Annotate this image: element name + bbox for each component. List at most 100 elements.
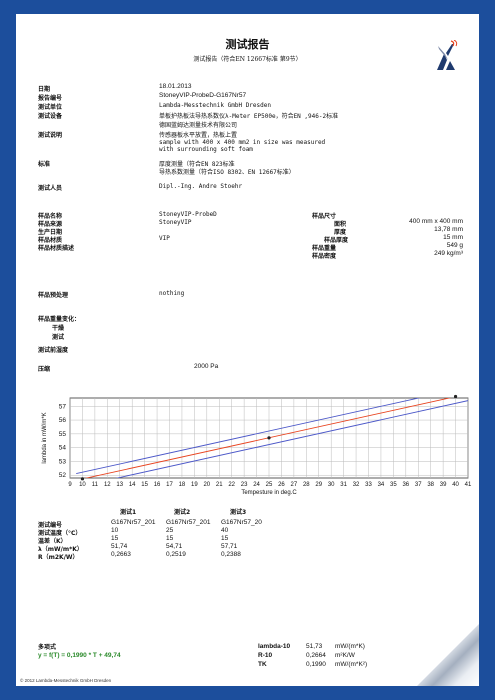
x-tick-label: 27 bbox=[291, 482, 298, 488]
table-header-1: 测试1 bbox=[120, 509, 137, 516]
formula-label: 多项式 bbox=[38, 644, 57, 651]
test-label: 测试 bbox=[52, 334, 65, 341]
r10-unit: m²K/W bbox=[335, 652, 355, 659]
lambda-logo bbox=[437, 40, 458, 70]
x-tick-label: 31 bbox=[340, 482, 347, 488]
tester-value: Dipl.-Ing. Andre Stoehr bbox=[159, 183, 243, 190]
table-cell: G167Nr57_201 bbox=[111, 519, 156, 526]
sample-size-label: 样品尺寸 bbox=[312, 213, 337, 220]
x-tick-label: 15 bbox=[141, 482, 148, 488]
footer-copyright: © 2012 Lambda-Messtechnik GmbH Dresden bbox=[20, 678, 112, 683]
page-subtitle: 测试报告（符合EN 12667标准 第9节） bbox=[193, 56, 302, 63]
test-note-value-2: sample with 400 x 400 mm2 in size was me… bbox=[159, 139, 326, 146]
report-page: 测试报告 测试报告（符合EN 12667标准 第9节） 日期 18.01.201… bbox=[16, 14, 479, 686]
table-header-3: 测试3 bbox=[230, 509, 247, 516]
tk-unit: mW/(m*K²) bbox=[335, 661, 368, 668]
x-tick-label: 21 bbox=[216, 482, 223, 488]
x-tick-label: 34 bbox=[378, 482, 385, 488]
area-label: 面积 bbox=[334, 221, 347, 228]
data-point bbox=[453, 394, 458, 399]
x-tick-label: 10 bbox=[79, 482, 86, 488]
sample-source-label: 样品来源 bbox=[38, 221, 63, 228]
tolerance-line bbox=[115, 400, 468, 478]
lambda-temperature-chart: 9 10 11 12 13 14 15 16 17 18 19 20 21 22 23 24 25 26 27 28 2… bbox=[42, 394, 472, 496]
humidity-label: 测试前湿度 bbox=[38, 347, 69, 354]
tester-label: 测试人员 bbox=[38, 185, 63, 192]
density-value: 249 kg/m³ bbox=[434, 250, 463, 257]
equipment-label: 测试设备 bbox=[38, 113, 63, 120]
x-tick-label: 20 bbox=[203, 482, 210, 488]
table-cell: 0,2388 bbox=[221, 551, 241, 558]
x-tick-label: 12 bbox=[104, 482, 111, 488]
equipment-value: 单板护热板法导热系数仪λ-Meter EP500e，符合EN ,946-2标准 bbox=[159, 113, 339, 120]
sample-material-label: 样品材质 bbox=[38, 237, 63, 244]
table-cell: 0,2663 bbox=[111, 551, 131, 558]
table-row-label: λ（mW/m*K） bbox=[38, 546, 83, 553]
test-note-label: 测试说明 bbox=[38, 132, 63, 139]
y-tick-label: 55 bbox=[59, 431, 67, 438]
weight-label: 样品重量 bbox=[312, 245, 337, 252]
data-point bbox=[80, 477, 85, 481]
area-value: 400 mm x 400 mm bbox=[409, 218, 463, 225]
production-date-label: 生产日期 bbox=[38, 229, 63, 236]
weight-value: 549 g bbox=[446, 242, 463, 249]
x-tick-label: 38 bbox=[427, 482, 434, 488]
date-value: 18.01.2013 bbox=[159, 83, 192, 90]
table-cell: G167Nr57_20 bbox=[221, 519, 262, 526]
x-tick-label: 19 bbox=[191, 482, 198, 488]
x-tick-label: 39 bbox=[440, 482, 447, 488]
material-desc-label: 样品材质描述 bbox=[38, 245, 75, 252]
thickness-value: 13,78 mm bbox=[434, 226, 463, 233]
table-cell: 57,71 bbox=[221, 543, 238, 550]
x-tick-label: 14 bbox=[129, 482, 136, 488]
table-row-label: 测试编号 bbox=[38, 522, 63, 529]
x-tick-label: 11 bbox=[92, 482, 99, 488]
formula-value: y = f(T) = 0,1990 * T + 49,74 bbox=[38, 652, 121, 659]
standard-label: 标准 bbox=[38, 161, 51, 168]
lambda10-label: lambda-10 bbox=[258, 643, 291, 650]
lambda10-value: 51,73 bbox=[306, 643, 323, 650]
table-cell: 54,71 bbox=[166, 543, 183, 550]
table-header-2: 测试2 bbox=[174, 509, 191, 516]
table-cell: 10 bbox=[111, 527, 119, 534]
tk-value: 0,1990 bbox=[306, 661, 326, 668]
y-tick-label: 56 bbox=[59, 417, 67, 424]
table-cell: 15 bbox=[111, 535, 119, 542]
dry-label: 干燥 bbox=[52, 325, 65, 332]
x-tick-label: 17 bbox=[166, 482, 173, 488]
x-axis-label: Tempesture in deg.C bbox=[241, 490, 297, 496]
sample-thickness-label: 样品厚度 bbox=[324, 237, 349, 244]
x-tick-label: 37 bbox=[415, 482, 422, 488]
x-tick-label: 16 bbox=[154, 482, 161, 488]
x-tick-label: 30 bbox=[328, 482, 335, 488]
page-title: 测试报告 bbox=[225, 38, 270, 51]
fit-line bbox=[84, 398, 452, 478]
y-tick-label: 54 bbox=[59, 445, 67, 452]
table-cell: 25 bbox=[166, 527, 174, 534]
test-note-value: 传感器板水平放置，热板上置 bbox=[159, 132, 238, 139]
x-tick-label: 29 bbox=[315, 482, 322, 488]
table-row-label: 温差（K） bbox=[38, 538, 67, 545]
y-tick-label: 57 bbox=[59, 403, 67, 410]
report-no-value: StoneyVIP-ProbeD-G167Nr57 bbox=[159, 92, 247, 99]
table-cell: 0,2519 bbox=[166, 551, 186, 558]
y-tick-label: 52 bbox=[59, 472, 67, 479]
test-unit-value: Lambda-Messtechnik GmbH Dresden bbox=[159, 102, 271, 109]
x-tick-label: 18 bbox=[179, 482, 186, 488]
x-tick-label: 35 bbox=[390, 482, 397, 488]
x-tick-label: 33 bbox=[365, 482, 372, 488]
sample-source-value: StoneyVIP bbox=[159, 219, 192, 226]
sample-name-value: StoneyVIP-ProbeD bbox=[159, 211, 217, 218]
table-row-label: 测试温度（°C） bbox=[38, 530, 82, 537]
r10-label: R-10 bbox=[258, 652, 273, 659]
weight-change-label: 样品重量变化： bbox=[38, 316, 81, 323]
x-tick-label: 13 bbox=[116, 482, 123, 488]
x-tick-label: 36 bbox=[402, 482, 409, 488]
tk-label: TK bbox=[258, 661, 267, 668]
standard-value: 厚度测量（符合EN 823标准 bbox=[159, 161, 235, 168]
x-tick-label: 32 bbox=[353, 482, 360, 488]
x-tick-label: 26 bbox=[278, 482, 285, 488]
data-point bbox=[267, 436, 271, 440]
pretreat-label: 样品预处理 bbox=[38, 292, 69, 299]
x-tick-label: 23 bbox=[241, 482, 248, 488]
